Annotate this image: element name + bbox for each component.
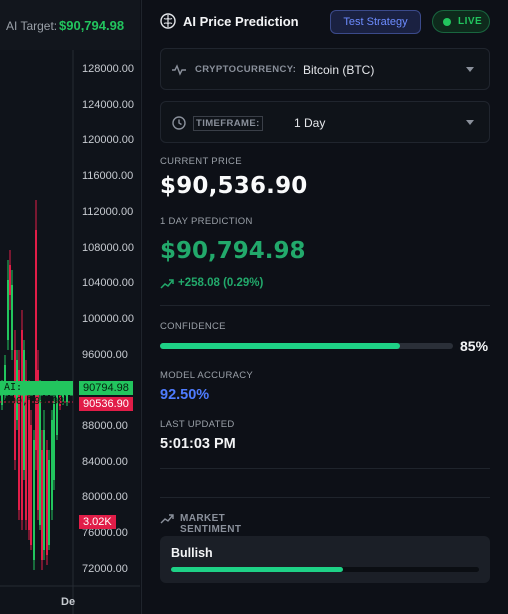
y-tick-label: 120000.00 — [82, 134, 134, 147]
candle-body — [1, 390, 3, 405]
current-price-value: $90,536.90 — [160, 173, 308, 199]
x-axis-label: De — [61, 596, 76, 608]
candle-body — [41, 450, 43, 560]
candle-body — [30, 425, 32, 545]
cryptocurrency-select[interactable]: CRYPTOCURRENCY: Bitcoin (BTC) — [160, 48, 490, 90]
current-price-tag: 90536.90 — [79, 397, 133, 411]
candle-body — [23, 350, 25, 470]
trending-up-icon — [160, 279, 174, 289]
timeframe-key: TIMEFRAME: — [193, 116, 263, 131]
ai-line-label: AI: $90,794.98 — [0, 381, 73, 407]
confidence-bar — [160, 343, 453, 349]
candle-body — [28, 400, 30, 530]
chevron-down-icon — [466, 67, 474, 72]
candle-body — [37, 370, 39, 510]
candle-body — [7, 280, 9, 340]
y-tick-label: 108000.00 — [82, 241, 134, 254]
updated-label: LAST UPDATED — [160, 419, 235, 430]
confidence-label: CONFIDENCE — [160, 321, 226, 332]
test-strategy-button[interactable]: Test Strategy — [330, 10, 421, 34]
sentiment-value: Bullish — [171, 546, 213, 560]
y-tick-label: 128000.00 — [82, 63, 134, 75]
candle-body — [53, 400, 55, 480]
accuracy-value: 92.50% — [160, 387, 210, 403]
prediction-value: $90,794.98 — [160, 238, 306, 264]
candle-body — [18, 370, 20, 510]
cryptocurrency-key: CRYPTOCURRENCY: — [195, 64, 297, 75]
timeframe-value: 1 Day — [294, 116, 326, 130]
current-price-label: CURRENT PRICE — [160, 156, 242, 167]
sentiment-label: MARKET SENTIMENT — [180, 513, 242, 535]
divider — [160, 497, 490, 498]
y-tick-label: 80000.00 — [82, 491, 128, 504]
candle-body — [43, 430, 45, 550]
candle-body — [9, 265, 11, 295]
y-tick-label: 84000.00 — [82, 455, 128, 468]
candle-body — [4, 365, 6, 395]
ai-target-label: AI Target: — [6, 19, 58, 33]
candle-body — [59, 396, 61, 406]
confidence-value: 85% — [460, 338, 489, 354]
y-tick-label: 76000.00 — [82, 527, 128, 540]
sentiment-bar-fill — [171, 567, 344, 572]
sentiment-card: Bullish — [160, 536, 490, 583]
panel-title: AI Price Prediction — [183, 14, 299, 29]
ai-price-tag: 90794.98 — [79, 381, 133, 395]
candle-body — [35, 230, 37, 450]
live-dot-icon — [443, 18, 451, 26]
clock-icon — [172, 116, 186, 130]
ai-target-value: $90,794.98 — [59, 18, 125, 33]
ai-prediction-panel: AI Price Prediction Test Strategy LIVE C… — [141, 0, 508, 614]
panel-header: AI Price Prediction Test Strategy LIVE — [142, 0, 508, 42]
volume-tag: 3.02K — [79, 515, 116, 529]
accuracy-label: MODEL ACCURACY — [160, 370, 254, 381]
candle-body — [14, 350, 16, 460]
y-tick-label: 124000.00 — [82, 98, 134, 111]
candle-body — [48, 460, 50, 545]
live-badge: LIVE — [432, 10, 490, 33]
confidence-bar-fill — [160, 343, 401, 349]
candle-body — [11, 285, 13, 350]
candle-body — [25, 380, 27, 520]
updated-value: 5:01:03 PM — [160, 436, 236, 452]
live-text: LIVE — [458, 16, 483, 27]
sentiment-bar — [171, 567, 479, 572]
cryptocurrency-value: Bitcoin (BTC) — [303, 63, 375, 77]
candlestick-chart[interactable] — [0, 50, 140, 614]
brain-icon — [160, 13, 176, 29]
y-tick-label: 88000.00 — [82, 420, 128, 432]
prediction-label: 1 DAY PREDICTION — [160, 216, 253, 227]
timeframe-select[interactable]: TIMEFRAME: 1 Day — [160, 101, 490, 143]
price-change-value: +258.08 (0.29%) — [178, 277, 264, 289]
y-tick-label: 104000.00 — [82, 277, 134, 290]
ai-target-header: AI Target: $90,794.98 — [0, 0, 140, 50]
y-tick-label: 96000.00 — [82, 348, 128, 361]
y-tick-label: 100000.00 — [82, 312, 134, 325]
candle-body — [51, 420, 53, 510]
candle-body — [39, 400, 41, 525]
candle-body — [33, 440, 35, 560]
price-chart[interactable]: AI Target: $90,794.98 128000.00 124000.00… — [0, 0, 140, 614]
candle-body — [56, 385, 58, 435]
candle-body — [66, 395, 68, 402]
y-tick-label: 112000.00 — [82, 205, 134, 218]
candle-body — [21, 330, 23, 520]
activity-icon — [172, 64, 186, 76]
y-tick-label: 72000.00 — [82, 562, 128, 575]
divider — [160, 305, 490, 306]
chevron-down-icon — [466, 120, 474, 125]
candle-body — [46, 450, 48, 555]
divider — [160, 468, 490, 469]
y-tick-label: 116000.00 — [82, 170, 134, 183]
candle-body — [62, 394, 64, 402]
trending-up-icon — [160, 514, 174, 524]
